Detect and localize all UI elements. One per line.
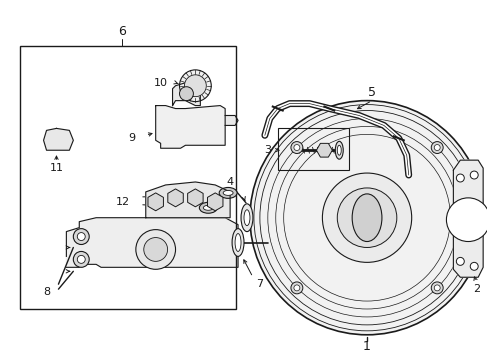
Circle shape xyxy=(179,70,211,102)
Polygon shape xyxy=(224,116,238,125)
Circle shape xyxy=(293,145,299,150)
Ellipse shape xyxy=(203,205,213,210)
Ellipse shape xyxy=(73,229,89,244)
Circle shape xyxy=(469,262,477,270)
Text: 3: 3 xyxy=(264,145,271,155)
Text: 7: 7 xyxy=(256,279,263,289)
Ellipse shape xyxy=(351,194,381,242)
Text: 9: 9 xyxy=(128,133,135,143)
Ellipse shape xyxy=(241,204,252,231)
Circle shape xyxy=(430,282,442,294)
Circle shape xyxy=(455,174,463,182)
Circle shape xyxy=(322,173,411,262)
Circle shape xyxy=(469,171,477,179)
Ellipse shape xyxy=(223,190,233,195)
Circle shape xyxy=(290,282,302,294)
Polygon shape xyxy=(145,182,230,218)
Ellipse shape xyxy=(232,229,244,256)
Bar xyxy=(277,129,348,170)
Circle shape xyxy=(179,87,193,100)
Ellipse shape xyxy=(199,202,217,213)
Text: 8: 8 xyxy=(43,287,50,297)
Circle shape xyxy=(293,285,299,291)
Ellipse shape xyxy=(77,255,85,264)
Circle shape xyxy=(446,198,488,242)
Bar xyxy=(20,46,236,309)
Polygon shape xyxy=(43,129,73,150)
Ellipse shape xyxy=(335,141,343,159)
Polygon shape xyxy=(172,83,200,105)
Circle shape xyxy=(455,257,463,265)
Text: 2: 2 xyxy=(472,284,479,294)
Circle shape xyxy=(136,230,175,269)
Polygon shape xyxy=(155,105,224,148)
Ellipse shape xyxy=(337,145,341,155)
Text: 5: 5 xyxy=(367,86,375,99)
Circle shape xyxy=(290,141,302,153)
Ellipse shape xyxy=(77,233,85,240)
Polygon shape xyxy=(452,160,482,277)
Ellipse shape xyxy=(219,188,237,198)
Ellipse shape xyxy=(235,234,241,251)
Circle shape xyxy=(249,100,483,335)
Text: 12: 12 xyxy=(116,197,130,207)
Circle shape xyxy=(337,188,396,247)
Circle shape xyxy=(430,141,442,153)
Text: 10: 10 xyxy=(153,78,167,88)
Ellipse shape xyxy=(244,210,249,226)
Text: 11: 11 xyxy=(49,163,63,173)
Circle shape xyxy=(433,145,439,150)
Circle shape xyxy=(433,285,439,291)
Ellipse shape xyxy=(73,251,89,267)
Text: 1: 1 xyxy=(363,340,370,353)
Text: 6: 6 xyxy=(118,24,125,38)
Circle shape xyxy=(184,75,206,96)
Text: 4: 4 xyxy=(226,177,233,187)
Polygon shape xyxy=(66,218,238,267)
Circle shape xyxy=(143,238,167,261)
